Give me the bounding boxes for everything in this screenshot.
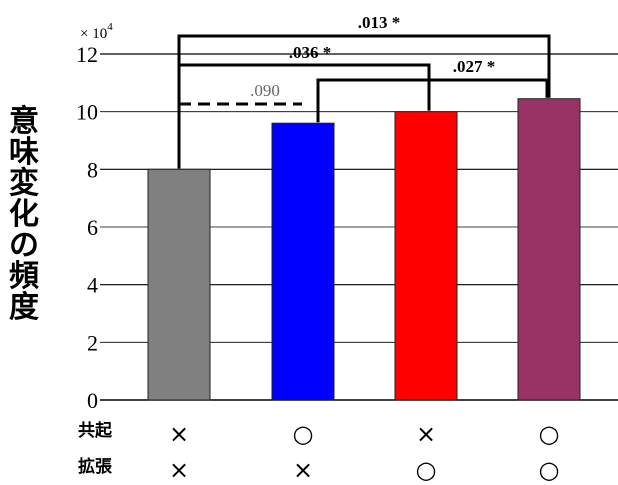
factor-label: 拡張 xyxy=(78,456,113,477)
p-value-label: .036 * xyxy=(289,43,332,62)
y-axis-label-char: 化 xyxy=(9,197,39,232)
factor-symbol: ○ xyxy=(416,456,437,484)
y-axis-label-char: の xyxy=(9,228,39,263)
factor-symbol: ○ xyxy=(539,420,560,448)
y-multiplier: × 104 xyxy=(80,21,113,42)
factor-rows: 共起 × ○ × ○ 拡張 × × ○ ○ xyxy=(78,420,559,484)
p-value-label: .027 * xyxy=(453,57,496,76)
y-axis-label-char: 味 xyxy=(9,135,39,170)
significance-bracket xyxy=(177,34,551,169)
bar xyxy=(394,111,458,401)
factor-symbol: ○ xyxy=(539,456,560,484)
p-value-label: .013 * xyxy=(358,13,401,32)
y-tick-label: 2 xyxy=(87,330,98,355)
y-axis-label-char: 意 xyxy=(9,104,39,139)
trend-p-value-label: .090 xyxy=(250,81,280,100)
y-axis-label-char: 度 xyxy=(9,290,39,325)
y-axis-label-char: 頻 xyxy=(9,259,39,294)
y-tick-label: 4 xyxy=(87,273,98,298)
y-tick-label: 0 xyxy=(87,388,98,413)
y-tick-label: 10 xyxy=(76,100,98,125)
y-axis-label-char: 変 xyxy=(9,166,39,201)
factor-symbol: × xyxy=(169,456,189,484)
significance-bracket xyxy=(316,78,549,123)
bar xyxy=(517,98,581,401)
factor-symbol: × xyxy=(416,420,436,448)
y-tick-label: 6 xyxy=(87,215,98,240)
factor-symbol: × xyxy=(293,456,313,484)
bar xyxy=(147,168,211,401)
bars xyxy=(147,98,581,401)
y-tick-labels: 0 2 4 6 8 10 12 xyxy=(76,42,98,413)
y-tick-label: 8 xyxy=(87,157,98,182)
factor-label: 共起 xyxy=(78,420,113,441)
y-tick-label: 12 xyxy=(76,42,98,67)
factor-symbol: × xyxy=(169,420,189,448)
factor-symbol: ○ xyxy=(293,420,314,448)
significance-brackets: .090 .036 * .027 * .013 * xyxy=(177,13,551,169)
bar xyxy=(271,122,335,401)
